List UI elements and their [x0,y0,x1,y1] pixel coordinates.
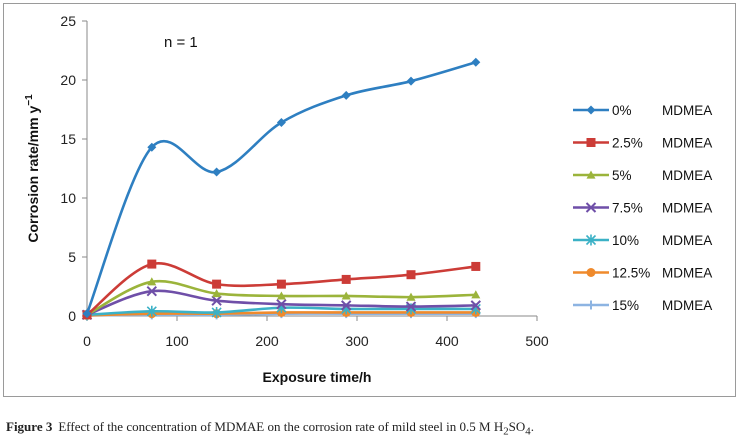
legend-label-suffix: MDMEA [662,103,712,118]
data-point [212,167,222,177]
x-tick-label: 200 [255,333,279,349]
data-point [147,142,157,152]
legend-label-suffix: MDMEA [662,136,712,151]
legend-label: 0% [612,103,632,118]
y-tick-label: 25 [60,13,76,29]
legend-item-10pct: 10% MDMEA [573,233,712,248]
data-point [471,261,481,271]
legend-swatch-marker [585,202,597,213]
y-tick-label: 0 [68,308,76,324]
line-chart: 0 5 10 15 20 25 0 100 200 300 400 500 Exposure time/… [24,13,712,385]
y-tick-label: 20 [60,72,76,88]
legend-swatch-marker [586,300,596,310]
data-point [276,291,286,300]
data-point [146,286,158,297]
figure-caption: Figure 3 Effect of the concentration of M… [6,419,736,438]
legend-label-suffix: MDMEA [662,201,712,216]
legend-label: 5% [612,168,632,183]
legend-swatch-marker [586,170,596,179]
legend-label-suffix: MDMEA [662,233,712,248]
legend-swatch-marker [586,268,596,277]
x-tick-label: 500 [525,333,549,349]
legend-label: 2.5% [612,136,643,151]
data-point [340,300,352,311]
legend-label-suffix: MDMEA [662,168,712,183]
legend-label: 12.5% [612,266,650,281]
figure-label: Figure 3 [6,419,53,434]
x-tick-label: 0 [83,333,91,349]
data-point [406,270,416,280]
y-axis-title-superscript: −1 [24,94,35,106]
x-tick-label: 300 [345,333,369,349]
data-point [212,279,222,289]
data-point [471,290,481,299]
y-tick-label: 10 [60,190,76,206]
y-tick-label: 5 [68,249,76,265]
data-point [405,301,417,312]
data-point [211,295,222,306]
legend-item-2-5pct: 2.5% MDMEA [573,136,712,151]
data-point [406,292,416,301]
caption-subscript-4: 4 [525,425,531,438]
series-0pct [82,57,481,319]
annotation-n: n = 1 [164,34,198,51]
caption-text: Effect of the concentration of MDMAE on … [58,419,504,434]
caption-formula-so: SO [508,419,526,434]
legend-label: 10% [612,233,639,248]
data-point [147,277,157,286]
data-point [406,76,416,86]
data-point [341,274,351,284]
data-point [146,305,157,317]
data-point [471,57,481,67]
legend-swatch-marker [586,138,596,147]
data-point [276,117,286,127]
y-axis-title: Corrosion rate/mm y−1 [24,94,41,243]
legend-item-7-5pct: 7.5% MDMEA [573,201,712,216]
data-point [276,279,286,289]
legend-item-0pct: 0% MDMEA [573,103,712,118]
legend-label-suffix: MDMEA [662,266,712,281]
x-axis-title: Exposure time/h [263,369,372,385]
x-tick-label: 400 [435,333,459,349]
caption-end: . [530,419,534,434]
data-point [212,289,222,298]
data-point [470,300,482,311]
y-tick-label: 15 [60,131,76,147]
caption-subscript-2: 2 [503,425,509,438]
legend-label: 15% [612,298,639,313]
legend-label-suffix: MDMEA [662,298,712,313]
legend-swatch-marker [586,105,596,115]
data-point [147,259,157,269]
x-tick-label: 100 [165,333,189,349]
series-line [85,61,477,315]
legend-swatch-marker [585,234,597,246]
legend-item-5pct: 5% MDMEA [573,168,712,183]
data-point [276,298,287,310]
legend-item-12-5pct: 12.5% MDMEA [573,266,712,281]
data-point [341,291,351,300]
legend-item-15pct: 15% MDMEA [573,298,712,313]
data-point [211,306,222,318]
data-point [341,90,351,100]
legend-label: 7.5% [612,201,643,216]
data-point [82,309,92,319]
